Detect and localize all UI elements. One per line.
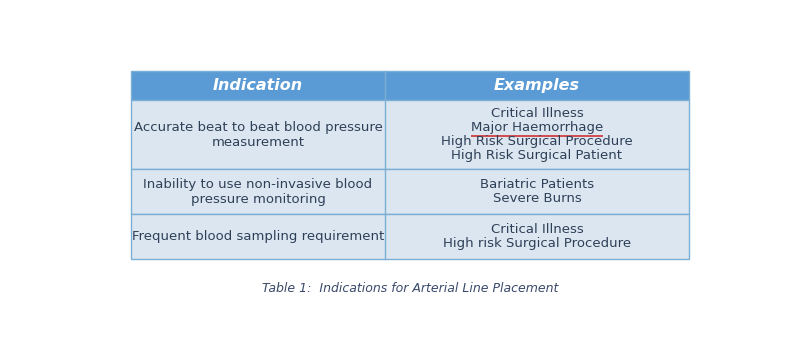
Text: Accurate beat to beat blood pressure
measurement: Accurate beat to beat blood pressure mea… <box>134 121 382 149</box>
Text: Critical Illness: Critical Illness <box>490 107 583 120</box>
Text: Major Haemorrhage: Major Haemorrhage <box>471 121 603 134</box>
Text: High Risk Surgical Patient: High Risk Surgical Patient <box>451 149 622 162</box>
Text: High Risk Surgical Procedure: High Risk Surgical Procedure <box>441 135 633 148</box>
Text: Table 1:  Indications for Arterial Line Placement: Table 1: Indications for Arterial Line P… <box>262 282 558 295</box>
Text: Examples: Examples <box>494 78 580 93</box>
Text: Critical Illness: Critical Illness <box>490 223 583 236</box>
Text: Indication: Indication <box>213 78 303 93</box>
Text: Bariatric Patients: Bariatric Patients <box>480 178 594 191</box>
Text: Inability to use non-invasive blood
pressure monitoring: Inability to use non-invasive blood pres… <box>143 178 373 206</box>
Text: High risk Surgical Procedure: High risk Surgical Procedure <box>443 237 631 250</box>
Text: Frequent blood sampling requirement: Frequent blood sampling requirement <box>132 230 384 243</box>
Text: Severe Burns: Severe Burns <box>493 192 582 205</box>
